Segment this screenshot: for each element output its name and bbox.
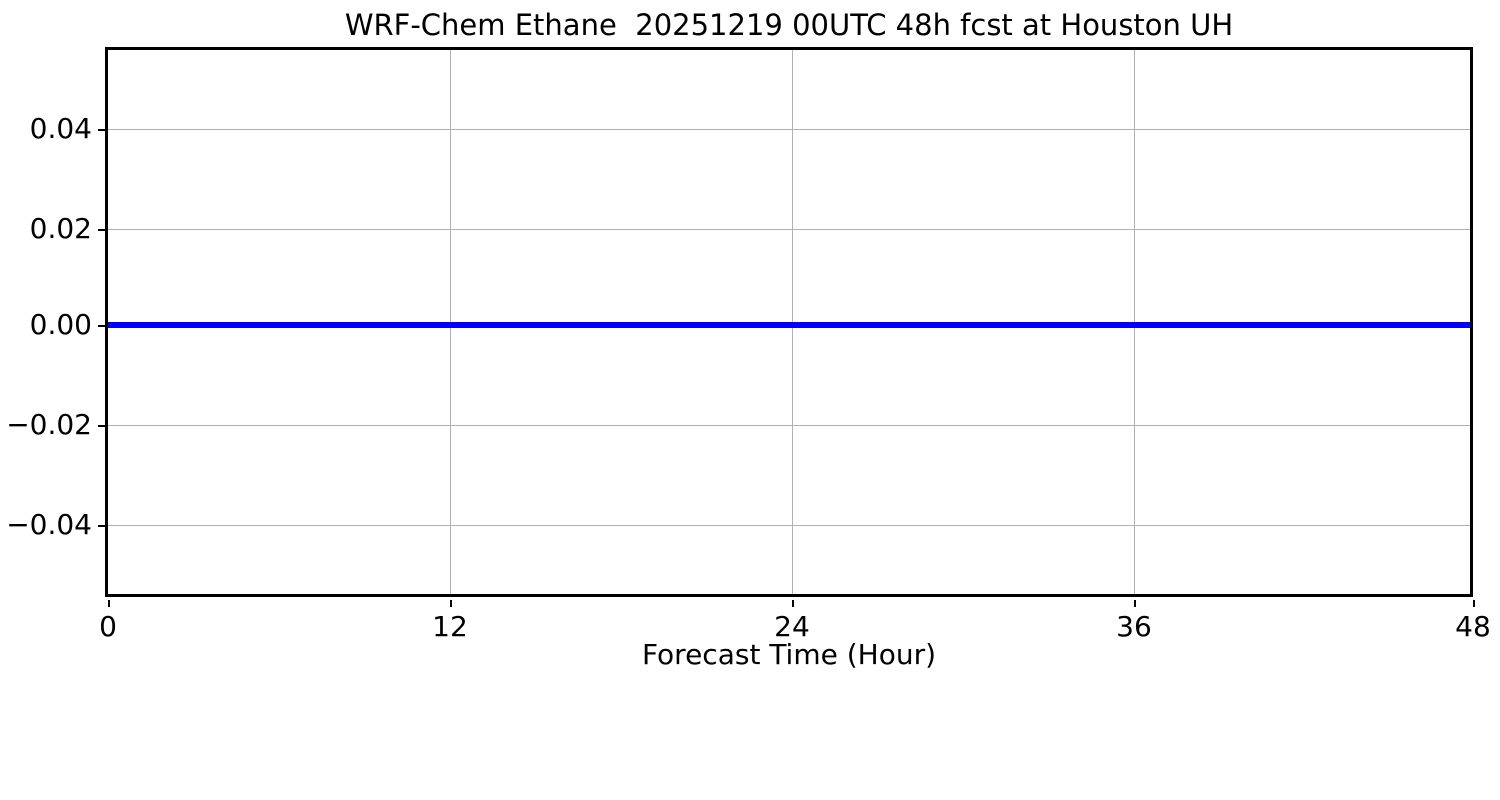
chart-title: WRF-Chem Ethane 20251219 00UTC 48h fcst … <box>344 8 1234 42</box>
x-tick-mark <box>108 600 110 607</box>
gridline-horizontal <box>108 129 1470 130</box>
x-axis-label: Forecast Time (Hour) <box>641 638 937 671</box>
gridline-horizontal <box>108 525 1470 526</box>
plot-area: 0.04 0.02 0.00 −0.02 −0.04 0 12 24 36 48 <box>6 47 1491 641</box>
x-tick-label: 0 <box>99 610 117 643</box>
y-tick-mark <box>98 425 105 427</box>
y-tick-mark <box>98 229 105 231</box>
x-tick-label: 48 <box>1455 610 1491 643</box>
y-tick-mark <box>98 525 105 527</box>
x-tick-label: 12 <box>432 610 468 643</box>
x-tick-label: 24 <box>774 610 810 643</box>
y-tick-label: 0.04 <box>29 112 92 145</box>
x-tick-label: 36 <box>1116 610 1152 643</box>
x-tick-mark <box>450 600 452 607</box>
y-tick-label: 0.02 <box>29 212 92 245</box>
y-tick-label: −0.04 <box>6 508 92 541</box>
y-tick-label: −0.02 <box>6 408 92 441</box>
y-tick-label: 0.00 <box>29 308 92 341</box>
x-tick-mark <box>792 600 794 607</box>
data-series-ethane <box>108 322 1470 328</box>
y-tick-mark <box>98 325 105 327</box>
x-tick-mark <box>1134 600 1136 607</box>
gridline-horizontal <box>108 425 1470 426</box>
y-tick-mark <box>98 129 105 131</box>
gridline-horizontal <box>108 229 1470 230</box>
x-tick-mark <box>1473 600 1475 607</box>
